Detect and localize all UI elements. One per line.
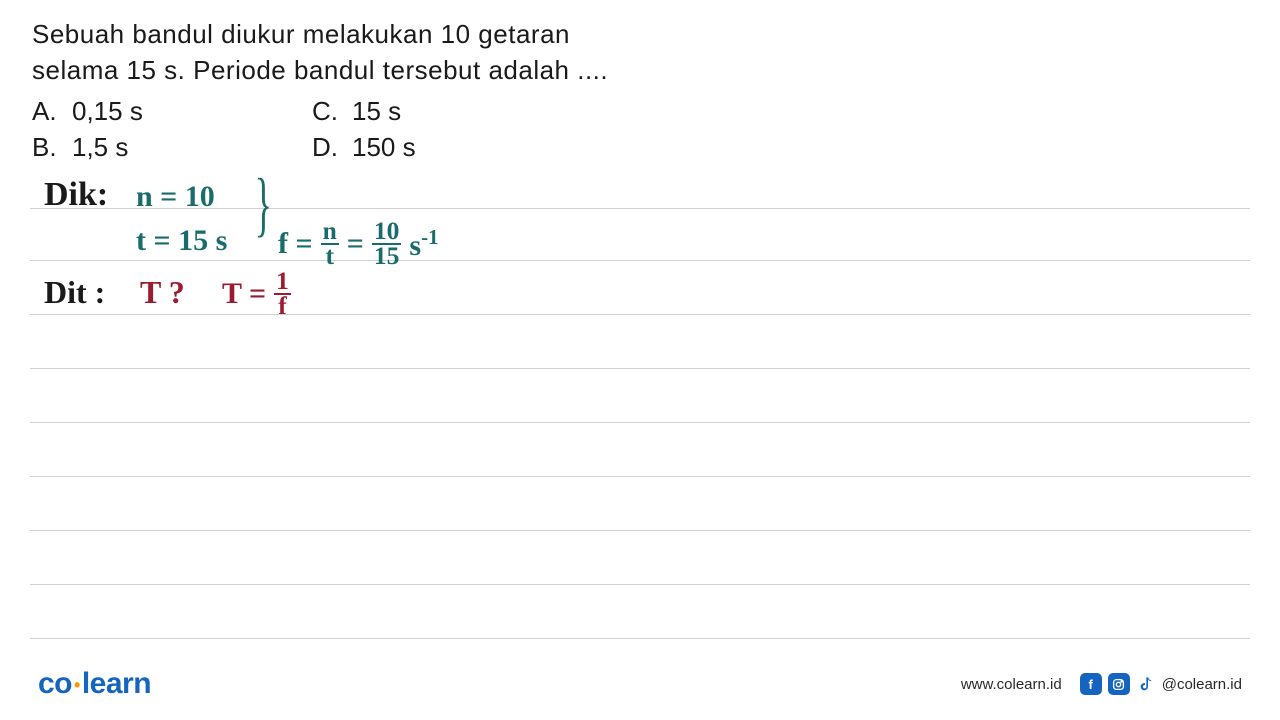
question-block: Sebuah bandul diukur melakukan 10 getara… xyxy=(0,0,1280,166)
hw-dik: Dik: xyxy=(44,176,108,214)
footer: co•learn www.colearn.id f @colearn.id xyxy=(0,648,1280,720)
option-d: D. 150 s xyxy=(312,129,592,165)
hw-brace: } xyxy=(246,176,281,234)
question-line-1: Sebuah bandul diukur melakukan 10 getara… xyxy=(32,16,1248,52)
social-handle: @colearn.id xyxy=(1162,676,1242,693)
option-c: C. 15 s xyxy=(312,93,592,129)
option-b: B. 1,5 s xyxy=(32,129,312,165)
instagram-icon xyxy=(1108,673,1130,695)
logo: co•learn xyxy=(38,667,151,701)
hw-dit: Dit : xyxy=(44,274,105,311)
tiktok-icon xyxy=(1136,674,1156,694)
footer-url: www.colearn.id xyxy=(961,676,1062,693)
hw-T-question: T ? xyxy=(140,274,185,311)
social-icons: f @colearn.id xyxy=(1080,673,1242,695)
hw-n: n = 10 xyxy=(136,180,215,214)
hw-T-equation: T = 1f xyxy=(222,270,291,318)
hw-f-equation: f = nt = 1015 s-1 xyxy=(278,220,439,268)
hw-t: t = 15 s xyxy=(136,224,227,258)
options-grid: A. 0,15 s B. 1,5 s C. 15 s D. 150 s xyxy=(32,93,1248,166)
ruled-paper: Dik: n = 10 t = 15 s } f = nt = 1015 s-1… xyxy=(0,180,1280,640)
option-a: A. 0,15 s xyxy=(32,93,312,129)
question-line-2: selama 15 s. Periode bandul tersebut ada… xyxy=(32,52,1248,88)
facebook-icon: f xyxy=(1080,673,1102,695)
